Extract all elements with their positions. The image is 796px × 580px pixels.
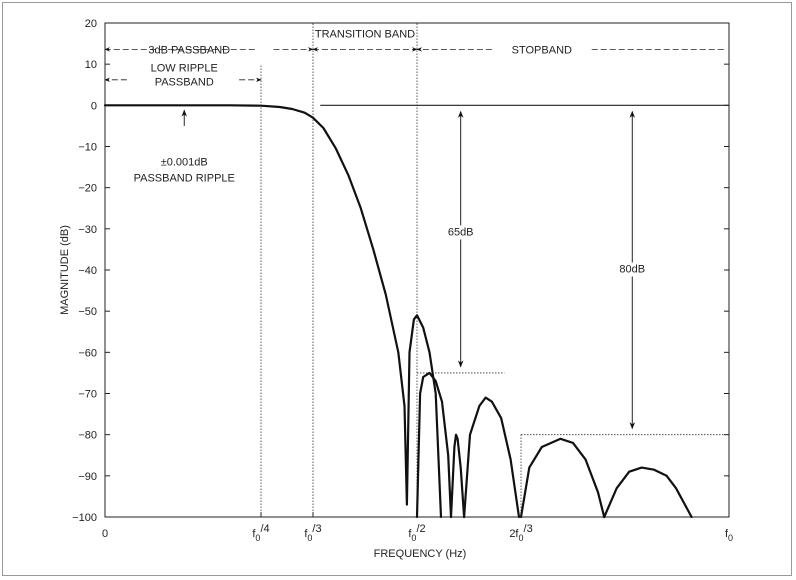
response-curve-lobe-6: [603, 466, 693, 519]
label-80db-bg: [616, 262, 649, 277]
response-curve-lobe-1: [103, 104, 443, 519]
label-transition-band: TRANSITION BAND: [315, 28, 415, 40]
x-tick-label: 0: [102, 528, 108, 540]
response-curve-lobe-4: [463, 396, 521, 519]
axes-group: 20 10 0 −10 −20 −30 −40 −50 −60 −70 −80 −90 −100 0 f0/…: [72, 18, 733, 543]
y-tick-label: −80: [78, 430, 97, 442]
label-low-ripple-2: PASSBAND: [155, 77, 214, 89]
label-low-ripple-1: LOW RIPPLE: [151, 63, 218, 75]
y-tick-label: −50: [78, 306, 97, 318]
x-tick-label: f0/4: [252, 523, 269, 543]
x-axis-title: FREQUENCY (Hz): [374, 548, 467, 560]
guide-lines-group: [260, 23, 729, 517]
response-curve-lobe-2: [415, 371, 453, 519]
y-axis-title: MAGNITUDE (dB): [59, 225, 71, 315]
x-tick-label: f0: [725, 528, 733, 543]
x-tick-label: 2f0/3: [509, 523, 532, 543]
x-tick-label: f0/2: [408, 523, 425, 543]
response-curve-group: [103, 104, 693, 519]
y-tick-label: 0: [91, 100, 97, 112]
y-tick-label: 10: [85, 59, 97, 71]
label-ripple-2: PASSBAND RIPPLE: [134, 172, 235, 184]
response-curve-lobe-5: [519, 437, 606, 519]
y-tick-label: −70: [78, 389, 97, 401]
label-80db: 80dB: [619, 263, 645, 275]
y-tick-label: −90: [78, 471, 97, 483]
y-tick-label: −40: [78, 265, 97, 277]
y-tick-label: −30: [78, 224, 97, 236]
label-stopband: STOPBAND: [512, 44, 572, 56]
annotations-group: 3dB PASSBAND TRANSITION BAND STOPBAND LOW R…: [104, 28, 725, 430]
x-tick-label: f0/3: [304, 523, 321, 543]
y-tick-label: −20: [78, 183, 97, 195]
y-tick-label: 20: [85, 18, 97, 30]
label-65db-bg: [444, 225, 477, 240]
response-curve-lobe-3: [449, 433, 466, 519]
label-65db: 65dB: [448, 226, 474, 238]
label-ripple-1: ±0.001dB: [161, 156, 208, 168]
y-tick-label: −60: [78, 347, 97, 359]
y-tick-label: −100: [72, 512, 97, 524]
y-tick-label: −10: [78, 142, 97, 154]
label-3db-passband: 3dB PASSBAND: [148, 44, 230, 56]
